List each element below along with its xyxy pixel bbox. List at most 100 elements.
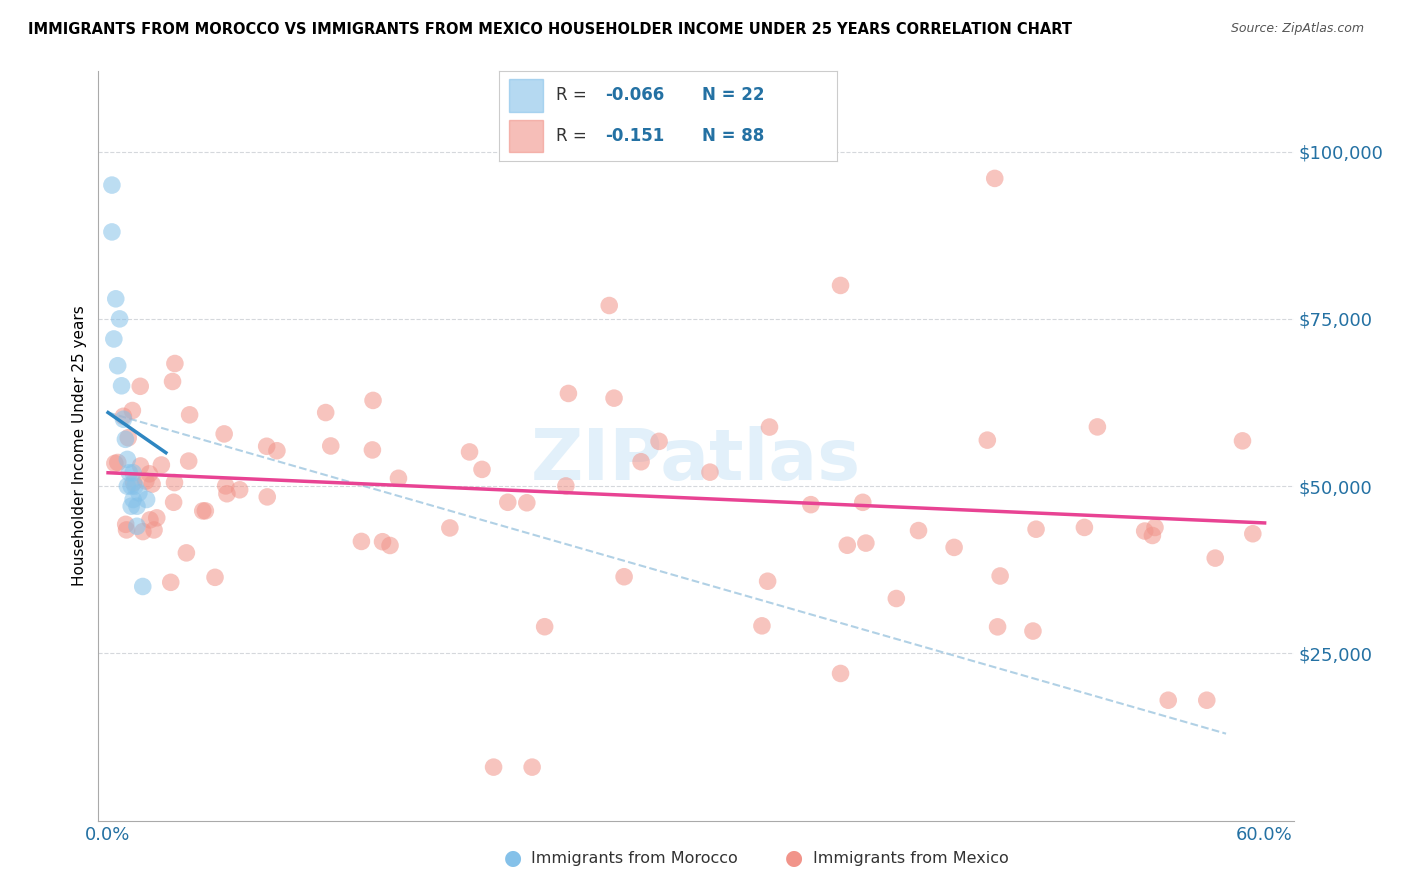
Point <box>135 492 157 507</box>
Point <box>125 519 148 533</box>
Point <box>122 475 145 490</box>
Point <box>699 465 721 479</box>
Point <box>533 620 555 634</box>
Point <box>138 467 160 481</box>
Point <box>984 171 1007 186</box>
Point <box>1157 693 1180 707</box>
Point <box>855 536 877 550</box>
Point <box>319 439 342 453</box>
Point <box>852 495 875 509</box>
Point <box>943 541 966 555</box>
Point <box>758 420 780 434</box>
Point <box>471 462 494 476</box>
Point <box>439 521 461 535</box>
Point <box>988 569 1011 583</box>
Point <box>129 379 152 393</box>
Point <box>256 439 278 453</box>
Point <box>350 534 373 549</box>
Point <box>121 403 143 417</box>
Point <box>520 760 543 774</box>
Point <box>114 433 136 447</box>
Point <box>104 292 127 306</box>
Point <box>122 466 145 480</box>
Point <box>648 434 671 449</box>
Point <box>150 458 173 472</box>
Point <box>630 455 652 469</box>
Point <box>1232 434 1254 448</box>
Point <box>179 408 201 422</box>
Point <box>1143 520 1166 534</box>
Point <box>145 511 167 525</box>
Point <box>1133 524 1156 538</box>
Point <box>117 431 139 445</box>
Point <box>162 375 184 389</box>
Point <box>1087 420 1109 434</box>
Text: Source: ZipAtlas.com: Source: ZipAtlas.com <box>1230 22 1364 36</box>
Point <box>482 760 505 774</box>
Text: -0.151: -0.151 <box>606 127 665 145</box>
Point <box>1241 526 1264 541</box>
Point <box>177 454 200 468</box>
Point <box>125 500 148 514</box>
Point <box>104 456 127 470</box>
Point <box>120 500 142 514</box>
Text: Immigrants from Mexico: Immigrants from Mexico <box>813 851 1008 865</box>
Point <box>496 495 519 509</box>
Point <box>1073 520 1095 534</box>
Point <box>117 479 139 493</box>
Point <box>204 570 226 584</box>
Text: -0.066: -0.066 <box>606 87 665 104</box>
Point <box>598 298 620 313</box>
Point <box>108 312 131 326</box>
Point <box>756 574 779 589</box>
Point <box>1204 551 1226 566</box>
Text: IMMIGRANTS FROM MOROCCO VS IMMIGRANTS FROM MEXICO HOUSEHOLDER INCOME UNDER 25 YE: IMMIGRANTS FROM MOROCCO VS IMMIGRANTS FR… <box>28 22 1073 37</box>
Point <box>107 455 129 469</box>
Point <box>976 433 998 447</box>
Point <box>886 591 908 606</box>
Point <box>135 474 157 488</box>
Text: R =: R = <box>557 127 592 145</box>
Point <box>101 178 124 192</box>
Point <box>120 479 142 493</box>
Point <box>987 620 1010 634</box>
Point <box>215 487 238 501</box>
Text: N = 22: N = 22 <box>702 87 763 104</box>
Point <box>907 524 929 538</box>
Point <box>163 475 186 490</box>
Point <box>837 538 859 552</box>
Text: R =: R = <box>557 87 592 104</box>
Point <box>378 539 401 553</box>
Point <box>112 409 135 424</box>
Point <box>603 391 626 405</box>
Point <box>387 471 409 485</box>
Point <box>124 479 146 493</box>
Point <box>1025 522 1047 536</box>
Point <box>228 483 250 497</box>
Point <box>361 393 384 408</box>
Point <box>139 513 162 527</box>
Point <box>176 546 198 560</box>
Point <box>516 496 538 510</box>
Text: Immigrants from Morocco: Immigrants from Morocco <box>531 851 738 865</box>
Text: ●: ● <box>505 848 522 868</box>
FancyBboxPatch shape <box>509 120 543 152</box>
Point <box>830 278 852 293</box>
Point <box>132 524 155 539</box>
Point <box>143 523 166 537</box>
Point <box>557 386 579 401</box>
Point <box>101 225 124 239</box>
Point <box>371 534 394 549</box>
Point <box>129 458 152 473</box>
Point <box>122 492 145 507</box>
Point <box>128 485 150 500</box>
Point <box>361 442 384 457</box>
Point <box>266 443 288 458</box>
Point <box>141 477 163 491</box>
Point <box>114 517 136 532</box>
Point <box>554 479 576 493</box>
Point <box>132 580 155 594</box>
Point <box>215 479 238 493</box>
Point <box>115 523 138 537</box>
Point <box>1195 693 1218 707</box>
